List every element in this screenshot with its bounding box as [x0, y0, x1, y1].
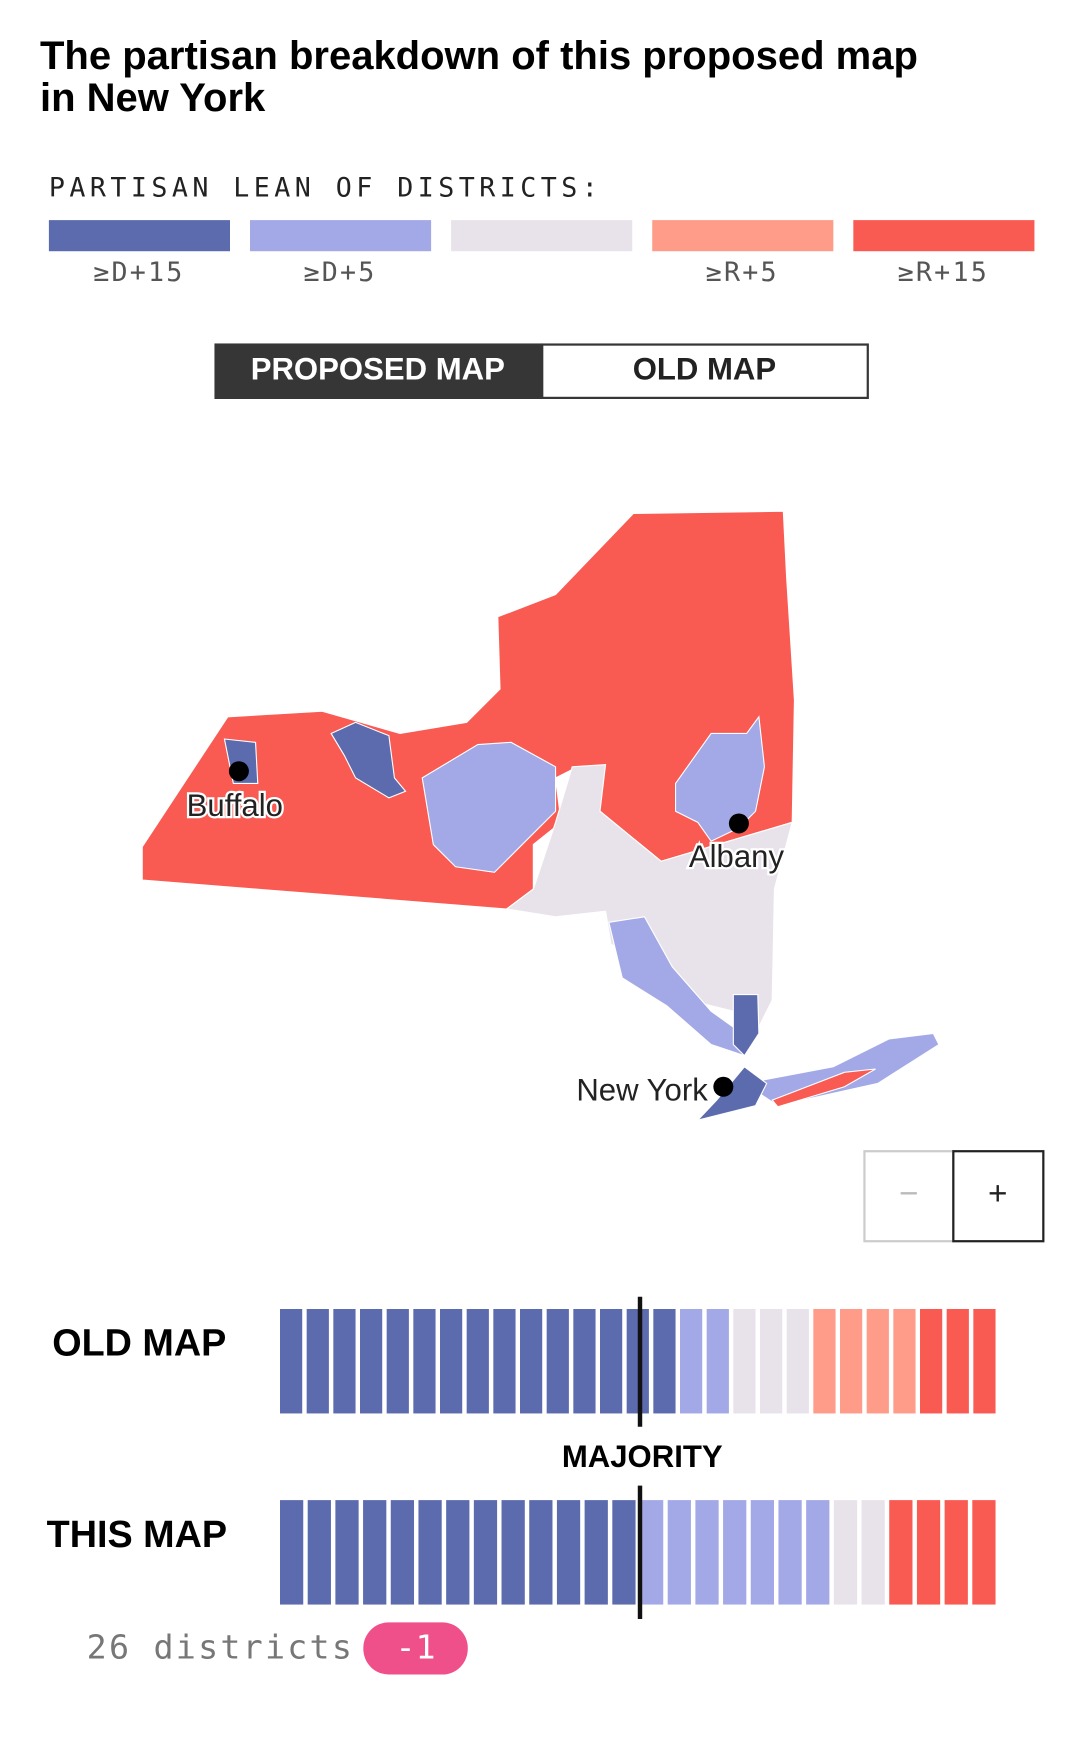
zoom-in[interactable]: +: [952, 1150, 1045, 1243]
legend-label: ≥D+15: [93, 257, 184, 288]
district-bar: [390, 1500, 415, 1605]
district-bar: [944, 1500, 968, 1605]
district-bar: [386, 1309, 409, 1414]
city-label: Albany: [689, 839, 785, 874]
district-bar: [466, 1309, 489, 1414]
district-bar: [363, 1500, 387, 1605]
district-bar: [946, 1309, 969, 1414]
district-bar: [760, 1309, 783, 1414]
district-bar: [889, 1500, 913, 1605]
district-bar: [546, 1309, 569, 1414]
city-label: Buffalo: [187, 788, 283, 823]
district-bar: [529, 1500, 553, 1605]
district-bar: [723, 1500, 747, 1605]
district-bar: [695, 1500, 719, 1605]
district-bar: [612, 1500, 636, 1605]
tab-label[interactable]: PROPOSED MAP: [251, 351, 505, 386]
legend-swatch: [48, 220, 231, 252]
district-bar: [520, 1309, 543, 1414]
district-bar: [786, 1309, 809, 1414]
title: The partisan breakdown of this proposed …: [40, 33, 918, 119]
district-bar: [806, 1500, 830, 1605]
row-label: OLD MAP: [52, 1323, 226, 1365]
district-bar: [280, 1500, 304, 1605]
district-bar: [493, 1309, 516, 1414]
district-bar: [916, 1500, 941, 1605]
majority-label: MAJORITY: [562, 1439, 723, 1474]
district-bar: [556, 1500, 581, 1605]
district-bar: [893, 1309, 916, 1414]
district-bar: [750, 1500, 775, 1605]
district-bar: [600, 1309, 623, 1414]
zoom-label[interactable]: +: [988, 1175, 1007, 1212]
district-bar: [306, 1309, 329, 1414]
district-bar: [413, 1309, 436, 1414]
district-bar: [280, 1309, 303, 1414]
legend-label: ≥R+15: [898, 257, 989, 288]
district-bar: [680, 1309, 703, 1414]
district-bar: [440, 1309, 463, 1414]
change-value: -1: [395, 1628, 435, 1667]
district-bar: [866, 1309, 889, 1414]
district-bar: [640, 1500, 664, 1605]
district-bar: [333, 1309, 356, 1414]
legend-label: ≥D+5: [303, 257, 376, 288]
legend-swatch: [853, 220, 1035, 252]
change-pill: [363, 1622, 468, 1675]
district-bar: [418, 1500, 442, 1605]
district-bar: [446, 1500, 470, 1605]
map: [141, 510, 940, 1122]
zoom-out[interactable]: −: [863, 1150, 955, 1243]
district-bar: [973, 1309, 996, 1414]
district-bar: [667, 1500, 691, 1605]
legend-label: ≥R+5: [706, 257, 779, 288]
district-bar: [473, 1500, 498, 1605]
row-label: THIS MAP: [47, 1514, 227, 1556]
legend-swatch: [250, 220, 432, 252]
district-bar: [706, 1309, 729, 1414]
district-bar: [501, 1500, 525, 1605]
district-bar: [653, 1309, 676, 1414]
district-bar: [335, 1500, 359, 1605]
city-label: New York: [576, 1073, 708, 1108]
tab-label[interactable]: OLD MAP: [633, 351, 776, 386]
district-bar: [307, 1500, 331, 1605]
legend-swatch: [652, 220, 834, 252]
district-bar: [733, 1309, 756, 1414]
district-bar: [920, 1309, 943, 1414]
district-bar: [840, 1309, 863, 1414]
district-bar: [972, 1500, 996, 1605]
district-bar: [833, 1500, 858, 1605]
district-bar: [360, 1309, 383, 1414]
legend-swatch: [451, 220, 633, 252]
district-bar: [584, 1500, 608, 1605]
district-bar: [778, 1500, 802, 1605]
legend-title: PARTISAN LEAN OF DISTRICTS:: [49, 173, 602, 204]
district-count: 26 districts: [87, 1628, 354, 1667]
district-bar: [861, 1500, 885, 1605]
tab-old[interactable]: OLD MAP: [541, 343, 869, 400]
district-bar: [573, 1309, 596, 1414]
tab-proposed[interactable]: PROPOSED MAP: [214, 343, 543, 399]
district-bar: [813, 1309, 836, 1414]
zoom-label[interactable]: −: [899, 1175, 918, 1212]
